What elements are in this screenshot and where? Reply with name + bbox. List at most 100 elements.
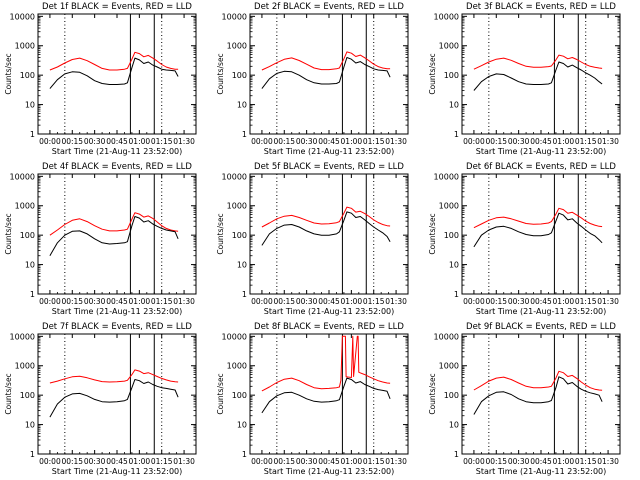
plot-frame	[461, 173, 621, 295]
x-tick-label: 01:15	[575, 137, 597, 146]
y-tick-label: 1000	[439, 362, 459, 371]
series-line-lld	[261, 335, 391, 392]
x-tick-label: 00:45	[530, 297, 552, 306]
y-tick-label: 10000	[10, 12, 35, 21]
x-tick-label: 00:15	[61, 137, 83, 146]
x-tick-label: 01:00	[553, 297, 575, 306]
x-tick-label: 01:15	[363, 137, 385, 146]
x-axis-label: Start Time (21-Aug-11 23:52:00)	[476, 307, 607, 316]
y-tick-label: 10000	[434, 332, 459, 341]
x-tick-label: 00:00	[463, 457, 485, 466]
y-tick-label: 1000	[227, 362, 247, 371]
x-tick-label: 00:30	[84, 137, 106, 146]
y-tick-label: 100	[232, 71, 247, 80]
y-tick-label: 100	[20, 391, 35, 400]
x-tick-label: 00:00	[463, 297, 485, 306]
x-tick-label: 01:00	[553, 137, 575, 146]
x-tick-label: 00:45	[530, 137, 552, 146]
x-tick-label: 01:30	[173, 457, 195, 466]
x-tick-label: 00:30	[84, 457, 106, 466]
x-tick-label: 00:00	[463, 137, 485, 146]
x-tick-label: 01:30	[597, 297, 619, 306]
y-tick-label: 10000	[222, 172, 247, 181]
series-line-lld	[49, 51, 179, 71]
plot-frame	[249, 333, 409, 455]
chart-title: Det 8f BLACK = Events, RED = LLD	[254, 322, 404, 332]
y-axis-label: Counts/sec	[428, 53, 437, 94]
y-tick-label: 10	[449, 261, 459, 270]
chart-panel-4: Det 4f BLACK = Events, RED = LLD 1 10 100 10…	[4, 162, 197, 316]
x-axis-label: Start Time (21-Aug-11 23:52:00)	[264, 467, 395, 476]
chart-title: Det 1f BLACK = Events, RED = LLD	[42, 2, 192, 12]
x-tick-label: 00:45	[318, 457, 340, 466]
x-tick-label: 01:15	[575, 457, 597, 466]
y-tick-label: 10	[25, 421, 35, 430]
chart-panel-9: Det 9f BLACK = Events, RED = LLD 1 10 100 10…	[428, 322, 621, 476]
x-tick-label: 01:00	[553, 457, 575, 466]
chart-title: Det 4f BLACK = Events, RED = LLD	[42, 162, 192, 172]
x-tick-label: 00:45	[318, 297, 340, 306]
x-tick-label: 00:15	[61, 457, 83, 466]
y-tick-label: 1	[30, 130, 35, 139]
x-axis-label: Start Time (21-Aug-11 23:52:00)	[52, 467, 183, 476]
chart-panel-6: Det 6f BLACK = Events, RED = LLD 1 10 100 10…	[428, 162, 621, 316]
x-tick-label: 01:30	[385, 457, 407, 466]
x-tick-label: 01:00	[129, 297, 151, 306]
x-tick-label: 01:15	[151, 457, 173, 466]
x-tick-label: 00:15	[61, 297, 83, 306]
y-tick-label: 100	[232, 391, 247, 400]
x-axis-label: Start Time (21-Aug-11 23:52:00)	[52, 147, 183, 156]
y-axis-label: Counts/sec	[4, 53, 13, 94]
x-tick-label: 01:15	[575, 297, 597, 306]
chart-panel-1: Det 1f BLACK = Events, RED = LLD 1 10 100 10…	[4, 2, 197, 156]
chart-title: Det 9f BLACK = Events, RED = LLD	[466, 322, 616, 332]
series-line-events	[473, 212, 603, 248]
x-tick-label: 01:00	[341, 297, 363, 306]
x-tick-label: 01:15	[363, 457, 385, 466]
x-tick-label: 00:30	[296, 457, 318, 466]
y-tick-label: 10000	[222, 12, 247, 21]
y-tick-label: 10000	[434, 172, 459, 181]
plot-frame	[461, 13, 621, 135]
y-tick-label: 1	[454, 450, 459, 459]
y-tick-label: 1	[242, 450, 247, 459]
x-tick-label: 01:00	[341, 137, 363, 146]
x-tick-label: 01:30	[597, 457, 619, 466]
y-axis-label: Counts/sec	[216, 373, 225, 414]
x-axis-label: Start Time (21-Aug-11 23:52:00)	[476, 147, 607, 156]
y-tick-label: 1	[30, 450, 35, 459]
x-tick-label: 00:45	[530, 457, 552, 466]
x-tick-label: 00:15	[273, 457, 295, 466]
y-tick-label: 1	[454, 290, 459, 299]
series-line-events	[261, 211, 391, 246]
y-tick-label: 1000	[15, 362, 35, 371]
plot-frame	[249, 13, 409, 135]
plot-frame	[37, 173, 197, 295]
y-tick-label: 1000	[227, 42, 247, 51]
x-tick-label: 00:30	[508, 457, 530, 466]
series-line-lld	[261, 206, 391, 228]
x-tick-label: 00:00	[251, 297, 273, 306]
y-tick-label: 10	[449, 101, 459, 110]
chart-panel-8: Det 8f BLACK = Events, RED = LLD 1 10 100 10…	[216, 322, 409, 476]
y-axis-label: Counts/sec	[4, 373, 13, 414]
y-tick-label: 1000	[439, 42, 459, 51]
y-tick-label: 1000	[15, 42, 35, 51]
x-tick-label: 01:30	[597, 137, 619, 146]
y-tick-label: 10	[237, 261, 247, 270]
y-tick-label: 1	[242, 290, 247, 299]
series-line-lld	[261, 51, 391, 71]
x-tick-label: 00:30	[508, 297, 530, 306]
y-axis-label: Counts/sec	[4, 213, 13, 254]
x-tick-label: 00:30	[296, 297, 318, 306]
chart-title: Det 2f BLACK = Events, RED = LLD	[254, 2, 404, 12]
y-tick-label: 100	[444, 391, 459, 400]
series-line-events	[49, 57, 179, 89]
x-axis-label: Start Time (21-Aug-11 23:52:00)	[264, 307, 395, 316]
y-tick-label: 10000	[434, 12, 459, 21]
x-tick-label: 00:45	[106, 457, 128, 466]
x-tick-label: 01:15	[151, 297, 173, 306]
y-axis-label: Counts/sec	[428, 213, 437, 254]
x-tick-label: 00:45	[106, 297, 128, 306]
